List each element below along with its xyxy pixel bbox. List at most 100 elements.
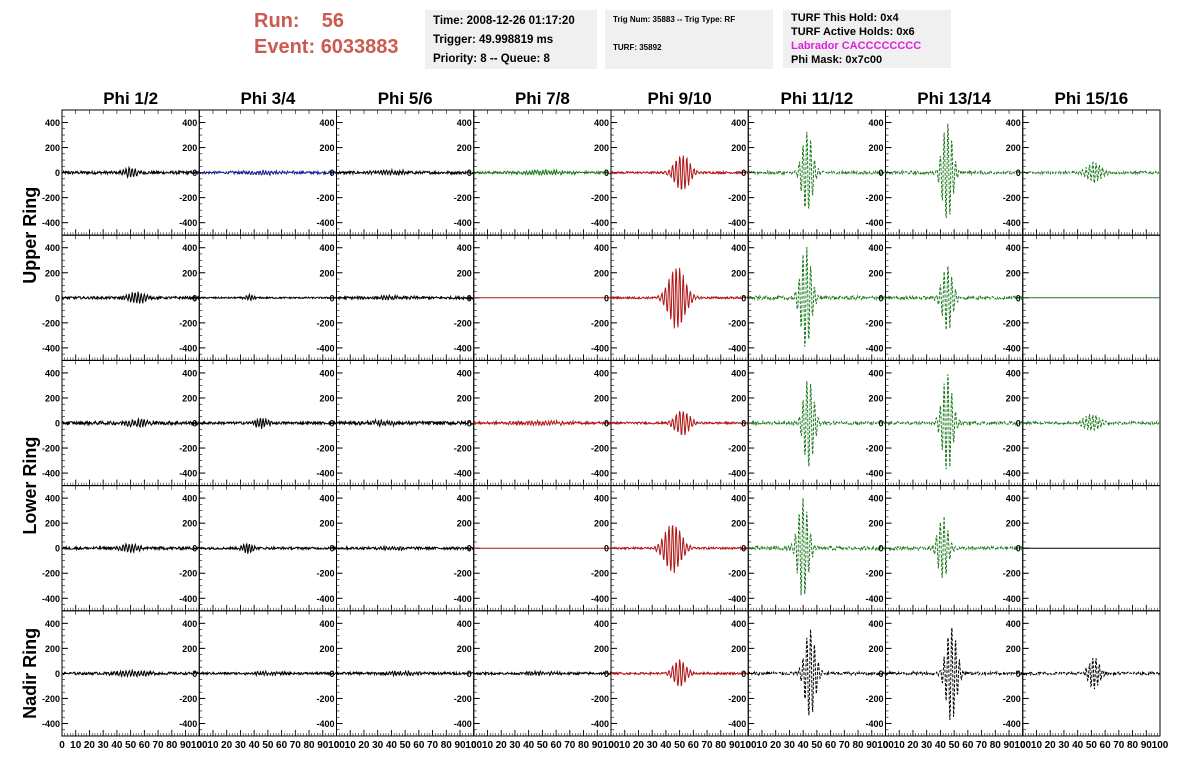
y-tick-label: 200 [182,268,197,278]
y-tick-label: -200 [454,444,472,454]
waveform-trace-r1-c4 [473,168,612,177]
y-tick-label: -200 [591,444,609,454]
y-tick-label: -200 [316,694,334,704]
x-tick-label: 90 [1141,740,1153,751]
y-tick-label: 200 [1006,268,1021,278]
y-tick-label: 200 [1006,644,1021,654]
x-tick-label: 20 [496,740,508,751]
y-tick-label: 200 [1006,519,1021,529]
y-tick-label: 200 [868,143,883,153]
y-tick-label: 400 [868,243,883,253]
y-tick-label: 0 [55,168,60,178]
y-tick-label: 0 [192,293,197,303]
x-tick-label: 30 [235,740,247,751]
x-tick-label: 70 [839,740,851,751]
y-tick-label: 0 [604,544,609,554]
y-tick-label: -400 [179,719,197,729]
x-tick-label: 90 [180,740,192,751]
waveform-trace-r3-c2 [198,417,337,429]
column-header-2: Phi 3/4 [240,89,295,108]
y-tick-label: -200 [179,318,197,328]
y-tick-label: 400 [731,494,746,504]
turf-info-box: TURF This Hold: 0x4 TURF Active Holds: 0… [783,10,951,68]
ring-label-3: Nadir Ring [20,628,40,719]
y-tick-label: -400 [179,218,197,228]
y-tick-label: -200 [591,569,609,579]
event-label: Event: [254,36,316,58]
y-tick-label: 0 [467,669,472,679]
y-tick-label: 200 [182,393,197,403]
x-tick-label: 20 [770,740,782,751]
x-tick-label: 70 [290,740,302,751]
x-tick-label: 30 [647,740,659,751]
y-tick-label: 0 [55,419,60,429]
waveform-trace-r2-c2 [199,292,337,302]
y-tick-label: -200 [42,193,60,203]
y-tick-label: -400 [591,343,609,353]
y-tick-label: 400 [457,118,472,128]
column-header-3: Phi 5/6 [378,89,433,108]
y-tick-label: -400 [728,719,746,729]
x-tick-label: 70 [1113,740,1125,751]
x-tick-label: 60 [276,740,288,751]
y-tick-label: -200 [1003,694,1021,704]
event-number: 6033883 [320,36,399,58]
waveform-trace-r1-c1 [61,165,200,179]
waveform-trace-r1-c6 [748,131,886,209]
x-tick-label: 80 [715,740,727,751]
waveform-trace-r2-c5 [610,267,749,329]
y-tick-label: -400 [591,218,609,228]
y-tick-label: 0 [329,669,334,679]
x-tick-label: 70 [427,740,439,751]
y-tick-label: 400 [731,619,746,629]
waveform-trace-r5-c8 [1022,657,1161,690]
x-tick-label: 50 [125,740,137,751]
y-tick-label: 0 [1016,669,1021,679]
y-tick-label: 200 [319,393,334,403]
y-tick-label: -400 [42,218,60,228]
x-tick-label: 30 [509,740,521,751]
y-tick-label: -200 [865,694,883,704]
waveform-trace-r1-c5 [610,155,749,190]
ring-label-2: Lower Ring [20,437,40,535]
y-tick-label: 0 [55,669,60,679]
y-tick-label: -400 [316,218,334,228]
x-tick-label: 20 [221,740,233,751]
y-tick-label: 400 [182,243,197,253]
y-tick-label: 0 [741,293,746,303]
y-tick-label: 400 [457,494,472,504]
y-tick-label: -400 [865,343,883,353]
x-tick-label: 90 [1003,740,1015,751]
x-tick-label: 80 [1127,740,1139,751]
y-tick-label: 200 [182,519,197,529]
y-tick-label: -200 [42,318,60,328]
y-tick-label: 0 [1016,419,1021,429]
waveform-trace-r4-c3 [336,544,475,552]
y-tick-label: -400 [316,594,334,604]
y-tick-label: 0 [878,419,883,429]
y-tick-label: 400 [45,243,60,253]
x-tick-label: 10 [1031,740,1043,751]
y-tick-label: 0 [329,419,334,429]
waveform-trace-r4-c2 [198,542,337,554]
y-tick-label: -400 [179,469,197,479]
y-tick-label: -400 [865,218,883,228]
run-label: Run: [254,10,300,32]
waveform-trace-r3-c8 [1022,413,1161,432]
x-tick-label: 80 [166,740,178,751]
y-tick-label: 200 [45,644,60,654]
x-tick-label: 0 [745,740,751,751]
y-tick-label: -400 [865,469,883,479]
y-tick-label: -400 [728,469,746,479]
column-header-5: Phi 9/10 [647,89,711,108]
x-tick-label: 0 [196,740,202,751]
y-tick-label: 400 [868,118,883,128]
y-tick-label: 200 [457,644,472,654]
y-tick-label: 200 [319,519,334,529]
x-tick-label: 80 [852,740,864,751]
y-tick-label: 0 [55,293,60,303]
y-tick-label: -200 [1003,569,1021,579]
y-tick-label: 200 [731,644,746,654]
y-tick-label: 0 [467,544,472,554]
waveform-trace-r4-c5 [611,525,749,574]
